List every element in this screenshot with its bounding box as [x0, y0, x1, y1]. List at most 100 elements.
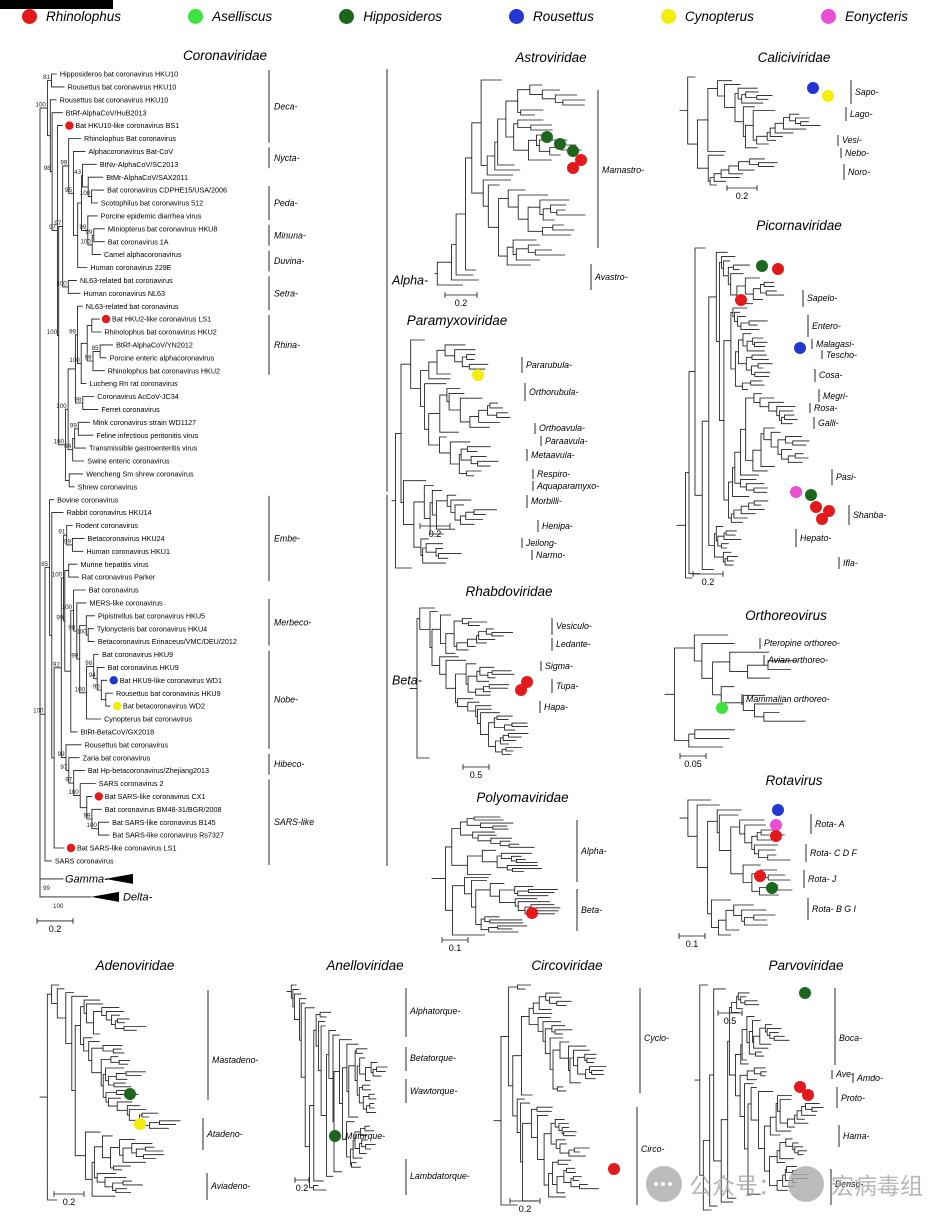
host-dot-red [823, 505, 835, 517]
tip-label: Lucheng Rn rat coronavirus [89, 379, 178, 388]
host-dot-darkgreen [756, 260, 768, 272]
legend-item-rhinolophus: Rhinolophus [22, 9, 121, 24]
bootstrap-value: 97 [49, 224, 56, 231]
host-dot-yellow [112, 701, 122, 711]
host-dot-darkgreen [799, 987, 811, 999]
bootstrap-value: 81 [43, 74, 50, 81]
tip-label: Bat SARS-like coronavirus B145 [112, 818, 215, 827]
clade-label: Rota- J [808, 874, 837, 884]
panel-adeno: Adenoviridae Mastadeno- Atadeno- Aviadeno- 0… [30, 958, 282, 1216]
watermark-avatar-icon [788, 1166, 824, 1202]
clade-label: Wawtorque- [410, 1086, 457, 1096]
tip-label: Rousettus bat coronavirus HKU10 [68, 83, 177, 92]
bootstrap-value: 95 [93, 683, 100, 690]
bootstrap-value: 100 [36, 102, 47, 109]
tree-anello: Alphatorque- Betatorque- Wawtorque- Mutorqu… [286, 984, 470, 1195]
bootstrap-value: 85 [92, 345, 99, 352]
scale-bar-polyoma: 0.1 [449, 943, 462, 953]
scale-bar-astro: 0.2 [455, 298, 468, 308]
legend-genus-label: Eonycteris [844, 9, 908, 24]
tip-label: Bat SARS-like coronavirus CX1 [105, 792, 206, 801]
bootstrap-value: 43 [74, 169, 81, 176]
scale-bar-picorna: 0.2 [702, 577, 715, 587]
family-title-circo: Circoviridae [531, 958, 603, 973]
legend-dot-red [22, 9, 37, 24]
tip-label: Rhinolophus Bat coronavirus [84, 134, 176, 143]
clade-label: Proto- [841, 1093, 865, 1103]
tree-calici: Sapo- Lago- Vesi- Nebo- Noro- 0.2 [679, 76, 879, 201]
panel-corona: Coronaviridae Hipposideros bat coronaviru… [25, 48, 428, 953]
tip-label: Porcine epidemic diarrhea virus [101, 212, 202, 221]
legend-genus-label: Rhinolophus [46, 9, 122, 24]
tip-label: BtRt-BetaCoV/GX2018 [81, 728, 155, 737]
tip-label: Bat HKU9-like coronavirus WD1 [120, 676, 222, 685]
clade-label: Ave- [835, 1069, 854, 1079]
tree-paramyxo: Pararubula- Orthorubula- Orthoavula- Paraav… [391, 339, 599, 569]
tip-label: Rhinolophus bat coronavirus HKU2 [108, 366, 220, 375]
bootstrap-value: 98 [44, 165, 51, 172]
clade-label: Orthorubula- [529, 387, 578, 397]
family-title-astro: Astroviridae [515, 50, 587, 65]
watermark: 公众号： 宏病毒组 [646, 1166, 923, 1202]
clade-label: Rosa- [814, 403, 838, 413]
clade-label: Rhina- [274, 340, 300, 350]
panel-rhabdo: Rhabdoviridae Vesiculo- Ledante- Sigma- Tupa… [395, 584, 623, 782]
family-title-paramyxo: Paramyxoviridae [406, 313, 508, 328]
bootstrap-value: 100 [76, 629, 87, 636]
legend-dot-blue [509, 9, 525, 24]
host-dot-red [772, 263, 784, 275]
clade-label: Vesiculo- [556, 621, 592, 631]
clade-label: Megri- [823, 391, 848, 401]
host-dot-darkgreen [124, 1088, 136, 1100]
tip-label: Bat coronavirus BM48-31/BGR/2008 [105, 805, 222, 814]
tip-label: Feline infectious peritonitis virus [96, 431, 198, 440]
clade-label: Cyclo- [644, 1033, 669, 1043]
clade-label: Lambdatorque- [410, 1171, 470, 1181]
host-dot-red [567, 162, 579, 174]
legend-genus-label: Hipposideros [363, 9, 442, 24]
tip-label: Alphacoronavirus Bat-CoV [89, 147, 174, 156]
bootstrap-value: 94 [89, 672, 96, 679]
host-dot-red [802, 1089, 814, 1101]
panel-rota: Rotavirus Rota- A Rota- C D F Rota- J Rota- … [665, 773, 923, 951]
host-dot-red [66, 843, 76, 853]
clade-label: Avastro- [594, 272, 628, 282]
scale-bar-rota: 0.1 [686, 939, 699, 949]
host-dot-blue [794, 342, 806, 354]
tip-label: Scotophilus bat coronavirus 512 [101, 199, 203, 208]
bootstrap-value: 92 [53, 661, 60, 668]
clade-label: Henipa- [542, 521, 573, 531]
host-dot-red [754, 870, 766, 882]
clade-label: Cosa- [819, 370, 843, 380]
bootstrap-value: 99 [85, 355, 92, 362]
bootstrap-value: 100 [56, 403, 67, 410]
family-title-rhabdo: Rhabdoviridae [465, 584, 553, 599]
clade-label: Denso- [835, 1179, 863, 1189]
clade-label: Minuna- [274, 230, 306, 240]
bootstrap-value: 99 [71, 653, 78, 660]
bootstrap-value: 99 [60, 159, 67, 166]
clade-label: Alphatorque- [409, 1006, 460, 1016]
bootstrap-value: 100 [87, 822, 98, 829]
scale-bar-adeno: 0.2 [63, 1197, 76, 1207]
host-dot-red [515, 684, 527, 696]
clade-label: Noro- [848, 167, 870, 177]
clade-label: Betatorque- [410, 1053, 456, 1063]
host-dot-red [794, 1081, 806, 1093]
clade-label: Hepato- [800, 533, 831, 543]
tip-label: Shrew coronavirus [78, 482, 138, 491]
host-dot-darkgreen [567, 145, 579, 157]
tip-label: Bat SARS-like coronavirus Rs7327 [112, 831, 223, 840]
clade-label: Peda- [274, 198, 298, 208]
tip-label: Swine enteric coronavirus [87, 457, 170, 466]
bootstrap-value: 100 [80, 190, 91, 197]
host-dot-red [575, 154, 587, 166]
clade-label: Pararubula- [526, 360, 572, 370]
host-dot-blue [109, 676, 118, 685]
bootstrap-value: 98 [68, 625, 75, 632]
family-title-rota: Rotavirus [765, 773, 823, 788]
tip-label: Murine hepatitis virus [81, 560, 149, 569]
tip-label: Betacoronavirus Erinaceus/VMC/DEU/2012 [98, 637, 237, 646]
tip-label: BtRf-AlphaCoV/HuB2013 [66, 108, 147, 117]
clade-label: Nebo- [845, 148, 869, 158]
